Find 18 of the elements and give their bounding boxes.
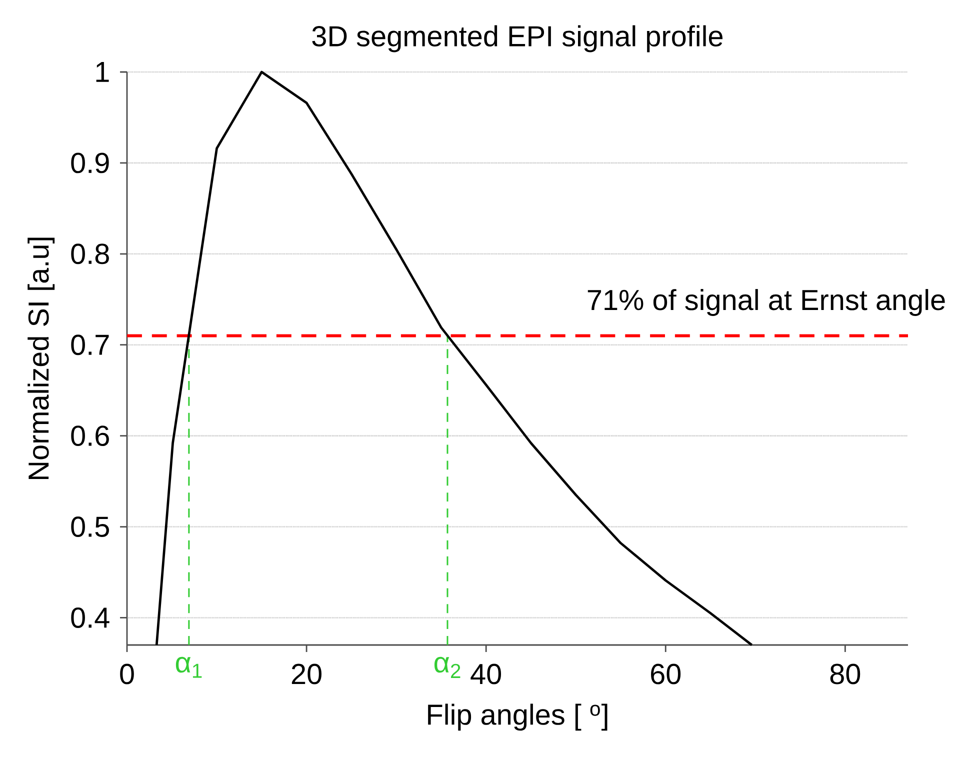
y-tick-label: 0.7 — [71, 334, 109, 356]
y-tick-label: 0.8 — [71, 244, 109, 264]
x-tick-label: 80 — [830, 664, 860, 684]
chart-title: 3D segmented EPI signal profile — [312, 25, 723, 52]
ref-line-label: α$_{2}$ — [434, 656, 460, 678]
y-axis-title: Normalized SI [a.u] — [28, 238, 55, 479]
x-axis-title: Flip angles [ $^{o}$] — [428, 704, 608, 731]
y-tick-label: 0.9 — [71, 152, 109, 174]
x-tick-label: 0 — [120, 664, 134, 684]
x-tick-label: 60 — [651, 664, 681, 684]
ref-line-label: 71% of signal at Ernst angle — [588, 289, 945, 316]
y-tick-label: 1 — [96, 62, 109, 82]
ref-line-label: α$_{1}$ — [176, 656, 202, 678]
x-tick-label: 40 — [470, 664, 502, 684]
y-tick-label: 0.6 — [71, 426, 109, 446]
y-tick-label: 0.5 — [71, 516, 109, 537]
y-tick-label: 0.4 — [71, 607, 110, 628]
x-tick-label: 20 — [292, 664, 322, 684]
